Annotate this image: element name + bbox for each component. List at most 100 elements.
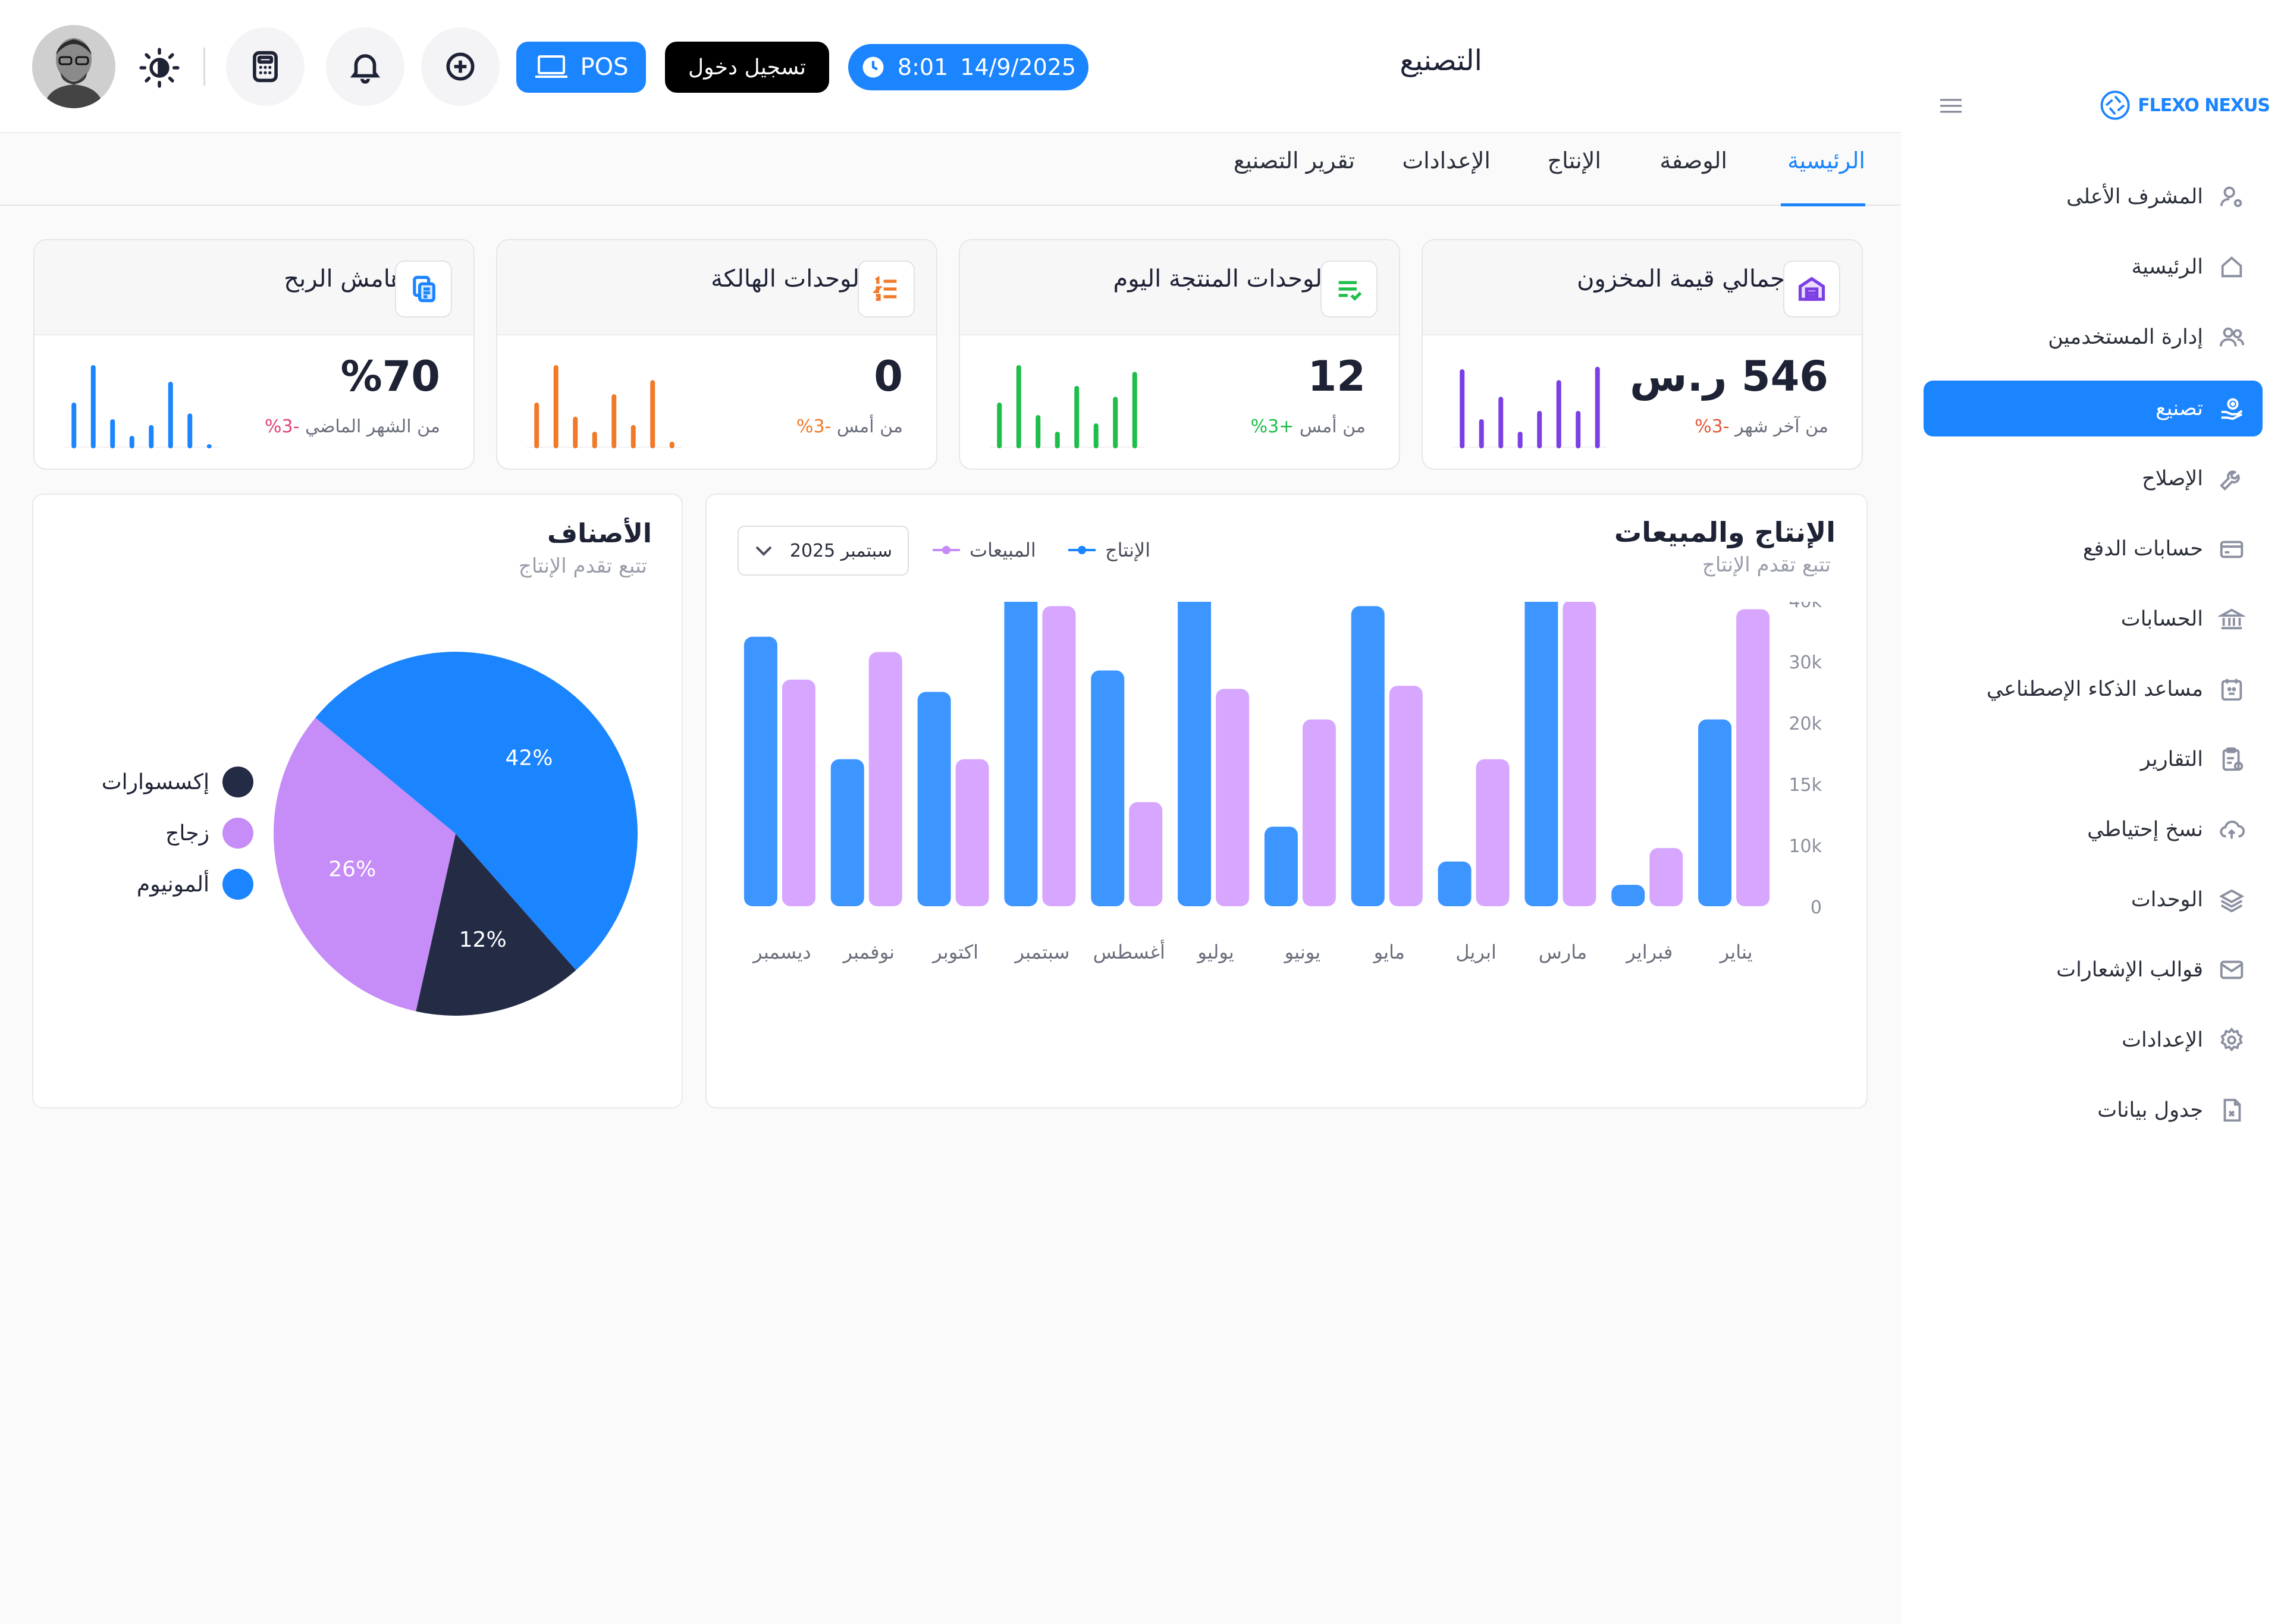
x-tick-label: مارس	[1539, 941, 1587, 963]
legend-dot	[222, 767, 253, 797]
legend-production: الإنتاج	[1067, 536, 1150, 564]
x-tick-label: فبراير	[1625, 941, 1673, 963]
manufacturing-hand-icon	[2217, 394, 2246, 423]
stat-change-row: من الشهر الماضي -3%	[258, 416, 440, 437]
bar-sales	[868, 652, 902, 906]
tab-settings[interactable]: الإعدادات	[1402, 147, 1491, 174]
stat-card-damaged-units: الوحدات الهالكة 0 من أمس -3%	[496, 239, 937, 470]
sidebar-item-spreadsheet[interactable]: جدول بيانات	[1924, 1082, 2263, 1138]
stat-title: إجمالي قيمة المخزون	[1577, 265, 1792, 293]
pie-slice-label: 42%	[506, 746, 553, 771]
sidebar-item-home[interactable]: الرئيسية	[1924, 239, 2263, 295]
sidebar-item-payment-accounts[interactable]: حسابات الدفع	[1924, 521, 2263, 577]
categories-panel: الأصناف تتبع تقدم الإنتاج 42% 12% 26% إكسس…	[32, 494, 683, 1108]
tab-manufacturing-report[interactable]: تقرير التصنيع	[1233, 147, 1355, 174]
sparkline-bar	[1576, 411, 1581, 448]
tab-bar-divider	[0, 205, 1901, 206]
avatar[interactable]	[32, 25, 115, 108]
bar-sales	[1129, 802, 1163, 906]
tab-home[interactable]: الرئيسية	[1787, 147, 1865, 174]
sparkline	[990, 365, 1144, 448]
sidebar-item-label: جدول بيانات	[2097, 1098, 2203, 1122]
legend-dot	[222, 869, 253, 900]
calculator-icon	[253, 51, 278, 83]
notifications-button[interactable]	[326, 27, 404, 106]
sidebar-item-units[interactable]: الوحدات	[1924, 872, 2263, 928]
sparkline-bar	[149, 425, 154, 448]
warehouse-icon	[1783, 260, 1840, 318]
add-button[interactable]	[421, 27, 500, 106]
bar-production	[743, 636, 777, 906]
active-tab-underline	[1781, 203, 1865, 206]
sidebar-item-ai-assistant[interactable]: مساعد الذكاء الإصطناعي	[1924, 661, 2263, 717]
tab-recipe[interactable]: الوصفة	[1659, 147, 1727, 174]
copy-document-icon	[395, 260, 452, 318]
login-button[interactable]: تسجيل دخول	[665, 42, 829, 93]
legend-marker-production	[1068, 546, 1096, 554]
sidebar-item-reports[interactable]: التقارير	[1924, 731, 2263, 787]
tab-production[interactable]: الإنتاج	[1547, 147, 1601, 174]
sidebar-item-settings[interactable]: الإعدادات	[1924, 1012, 2263, 1068]
sidebar-item-label: مساعد الذكاء الإصطناعي	[1986, 677, 2203, 701]
stat-change-note: من الشهر الماضي	[305, 416, 440, 437]
sparkline-bar	[1132, 372, 1137, 448]
sparkline-bar	[206, 444, 212, 448]
x-tick-label: سبتمبر	[1014, 941, 1069, 963]
y-tick-label: 15k	[1789, 775, 1822, 796]
flexo-logo-icon	[2100, 90, 2130, 120]
stat-change: -3%	[796, 416, 832, 437]
sparkline-bar	[1556, 380, 1561, 448]
bar-sales	[1302, 719, 1336, 906]
layers-icon	[2217, 885, 2246, 914]
calculator-button[interactable]	[226, 27, 305, 106]
legend-dot	[222, 818, 253, 849]
legend-item-aluminum: ألمونيوم	[75, 859, 253, 910]
stat-change-note: من أمس	[1299, 416, 1366, 437]
sidebar-item-manufacturing[interactable]: تصنيع	[1924, 381, 2263, 436]
stat-change: -3%	[264, 416, 300, 437]
y-tick-label: 0	[1811, 897, 1822, 918]
sidebar-item-notification-templates[interactable]: قوالب الإشعارات	[1924, 942, 2263, 998]
bar-production	[1178, 602, 1212, 906]
sidebar-item-label: تصنيع	[2156, 397, 2203, 420]
x-tick-label: مايو	[1373, 941, 1405, 963]
bar-sales	[955, 759, 989, 906]
pos-label: POS	[580, 54, 629, 81]
x-tick-label: اكتوبر	[931, 941, 978, 963]
sidebar-item-users[interactable]: إدارة المستخدمين	[1924, 309, 2263, 365]
pie-slice	[416, 834, 576, 1016]
stat-value: 12	[1307, 352, 1366, 401]
sparkline-bar	[1517, 432, 1523, 448]
bar-sales	[1649, 848, 1683, 906]
stat-change: -3%	[1695, 416, 1730, 437]
bar-production	[1698, 719, 1732, 906]
bar-sales	[782, 679, 815, 906]
sparkline-bar	[1595, 366, 1600, 448]
sparkline-bar	[1036, 415, 1041, 448]
month-select[interactable]: سبتمبر 2025	[738, 526, 909, 576]
sparkline-bar	[669, 441, 674, 448]
bar-sales	[1042, 606, 1076, 906]
laptop-icon	[535, 55, 567, 78]
stat-change-row: من أمس +3%	[1244, 416, 1366, 437]
sidebar-item-accounts[interactable]: الحسابات	[1924, 591, 2263, 647]
sparkline-bar	[1074, 386, 1080, 448]
list-numbered-icon	[858, 260, 915, 318]
brand-logo[interactable]: FLEXO NEXUS	[2097, 80, 2270, 131]
bar-production	[1091, 670, 1125, 906]
sidebar-item-super-admin[interactable]: المشرف الأعلى	[1924, 169, 2263, 225]
pos-button[interactable]: POS	[516, 42, 646, 93]
legend-label: زجاج	[165, 821, 209, 846]
stat-card-profit-margin: هامش الربح %70 من الشهر الماضي -3%	[33, 239, 475, 470]
sidebar: FLEXO NEXUS المشرف الأعلى الرئيسية إدارة…	[1901, 0, 2284, 1624]
stat-title: هامش الربح	[284, 265, 403, 293]
theme-toggle-button[interactable]	[136, 44, 183, 92]
bar-production	[1524, 602, 1558, 906]
sparkline-bar	[573, 416, 578, 448]
mail-icon	[2217, 956, 2246, 984]
bar-sales	[1216, 689, 1250, 906]
sidebar-item-repair[interactable]: الإصلاح	[1924, 451, 2263, 507]
chevron-down-icon	[755, 546, 772, 556]
sidebar-item-backup[interactable]: نسخ إحتياطي	[1924, 802, 2263, 857]
menu-toggle-button[interactable]	[1934, 89, 1968, 122]
